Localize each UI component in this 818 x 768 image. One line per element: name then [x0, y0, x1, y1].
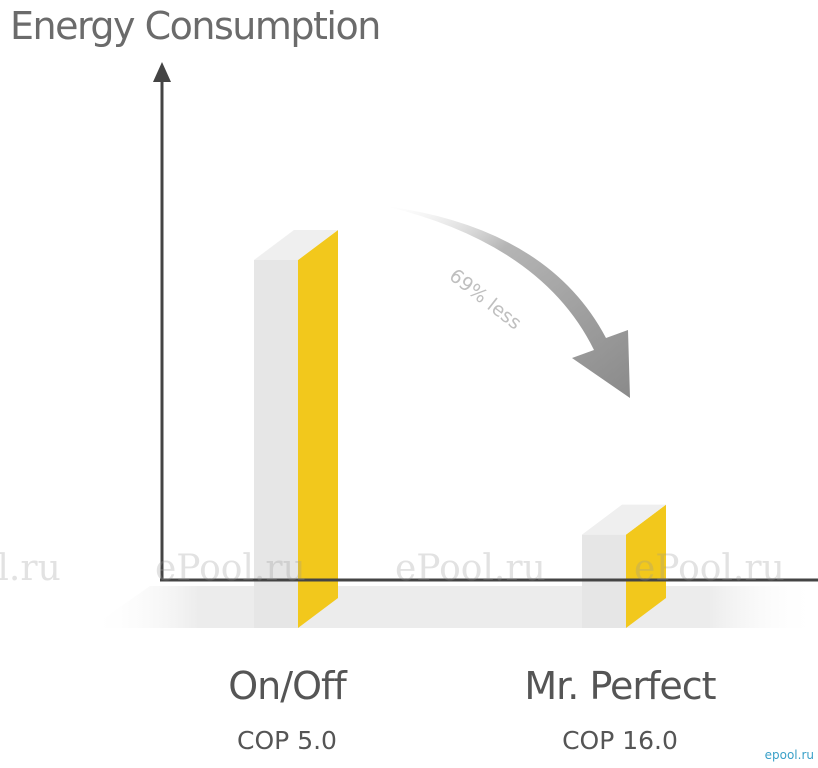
category-label-mr-perfect: Mr. Perfect [524, 664, 716, 708]
floor-plane [90, 586, 818, 628]
corner-watermark: epool.ru [764, 748, 814, 762]
bar-side-on-off [298, 230, 338, 628]
bar-top-mr-perfect [582, 504, 666, 535]
category-sub-mr-perfect: COP 16.0 [562, 726, 678, 755]
category-sub-onoff: COP 5.0 [237, 726, 337, 755]
category-label-onoff: On/Off [228, 664, 346, 708]
reduction-annotation: 69% less [445, 265, 526, 335]
reduction-arrow: 69% less [385, 206, 630, 398]
reduction-arrow-body [385, 206, 630, 398]
y-axis-arrow-icon [153, 62, 171, 82]
bar-top-on-off [254, 230, 338, 260]
bar-side-mr-perfect [626, 504, 666, 628]
bar-front-on-off [254, 260, 298, 628]
chart-title: Energy Consumption [10, 4, 381, 48]
